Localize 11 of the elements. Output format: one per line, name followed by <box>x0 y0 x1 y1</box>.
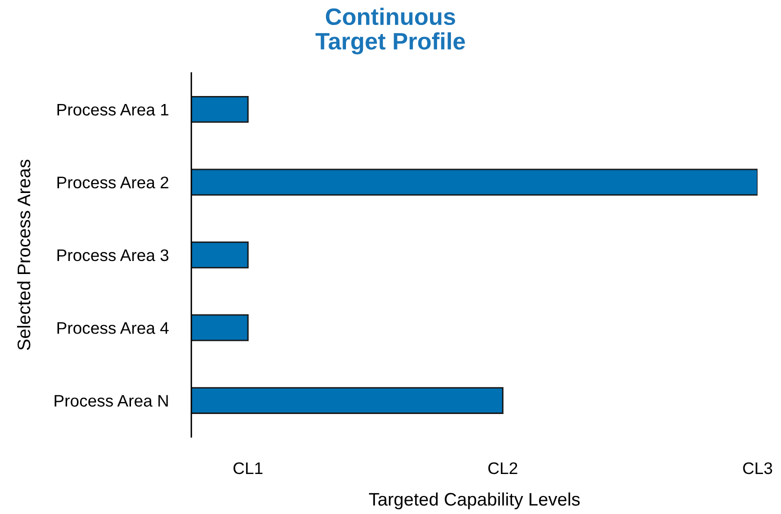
x-axis-title: Targeted Capability Levels <box>368 492 580 510</box>
y-tick-label: Process Area 1 <box>57 104 168 116</box>
y-tick-label: Process Area 2 <box>57 176 168 188</box>
text: CL3 <box>743 462 772 474</box>
text: CL2 <box>488 462 518 474</box>
y-tick-label: Process Area 3 <box>57 249 168 262</box>
y-tick-label: Process Area 4 <box>57 322 169 334</box>
y-tick-label: Process Area N <box>54 395 168 407</box>
y-axis-title: Selected Process Areas <box>17 160 30 350</box>
chart-title: Continuous Target Profile <box>316 8 465 54</box>
text: CL1 <box>234 462 262 474</box>
